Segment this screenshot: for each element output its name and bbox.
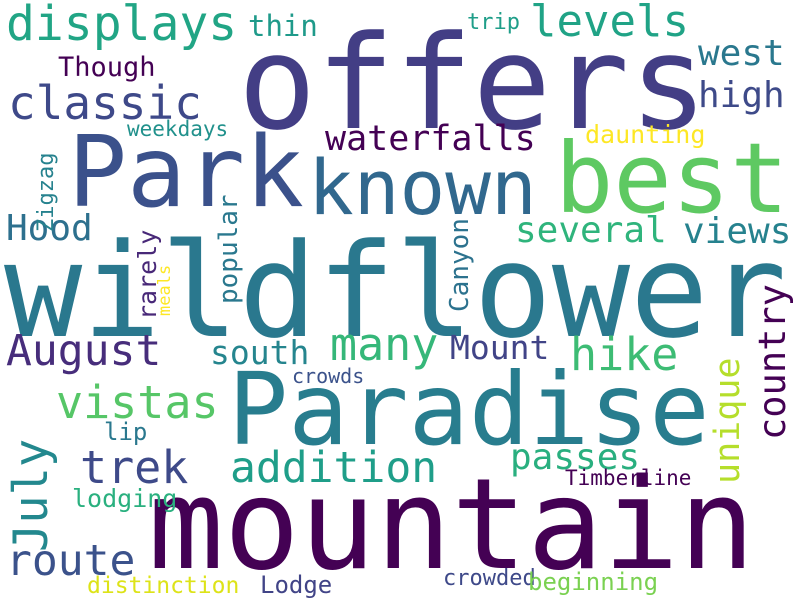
word-trek: trek	[80, 441, 189, 494]
word-views: views	[683, 211, 792, 252]
word-classic: classic	[8, 76, 202, 130]
word-lodging: Timberline	[565, 466, 692, 490]
word-crowds: lip	[104, 418, 148, 446]
word-known: known	[308, 143, 537, 232]
word-lodge: crowded	[443, 566, 536, 591]
word-mount: Mount	[450, 328, 550, 367]
word-displays: displays	[6, 0, 238, 52]
word-mountain: mountain	[148, 451, 755, 598]
word-best: best	[555, 122, 789, 235]
word-many: many	[330, 318, 439, 371]
word-addition: addition	[230, 443, 438, 493]
word-park: Park	[68, 116, 305, 230]
word-several: several	[515, 210, 667, 251]
word-august: August	[6, 326, 162, 376]
word-thin: thin	[248, 9, 318, 43]
word-though: Though	[58, 52, 156, 83]
word-vistas: vistas	[56, 376, 219, 429]
word-wildflower: wildflower	[4, 215, 787, 367]
word-levels: levels	[530, 0, 689, 47]
word-crowded: beginning	[528, 568, 659, 596]
word-high: high	[698, 75, 785, 116]
word-offers: offers	[238, 7, 708, 159]
word-west: west	[698, 33, 785, 74]
word-meals: meals	[155, 264, 175, 316]
word-waterfalls: waterfalls	[325, 119, 536, 159]
word-hike: hike	[570, 328, 679, 381]
word-july: July	[4, 438, 59, 552]
word-canyon: Canyon	[445, 218, 475, 312]
word-daunting: daunting	[585, 120, 706, 149]
word-zigzag: Zigzag	[34, 152, 59, 232]
word-south: south	[210, 333, 310, 372]
word-weekdays: weekdays	[127, 117, 229, 141]
word-timberline: distinction	[87, 573, 240, 599]
word-distinction: Lodge	[260, 571, 333, 599]
word-overnight: crowds	[292, 364, 365, 388]
word-passes: passes	[510, 437, 641, 478]
word-unique: unique	[708, 357, 748, 484]
word-popular: popular	[214, 194, 244, 304]
word-lip: lodging	[72, 484, 178, 513]
word-route: route	[6, 536, 136, 586]
word-trip: trip	[467, 10, 520, 35]
word-country: country	[751, 284, 794, 440]
word-paradise: Paradise	[228, 351, 710, 468]
word-hood: Hood	[6, 208, 93, 249]
